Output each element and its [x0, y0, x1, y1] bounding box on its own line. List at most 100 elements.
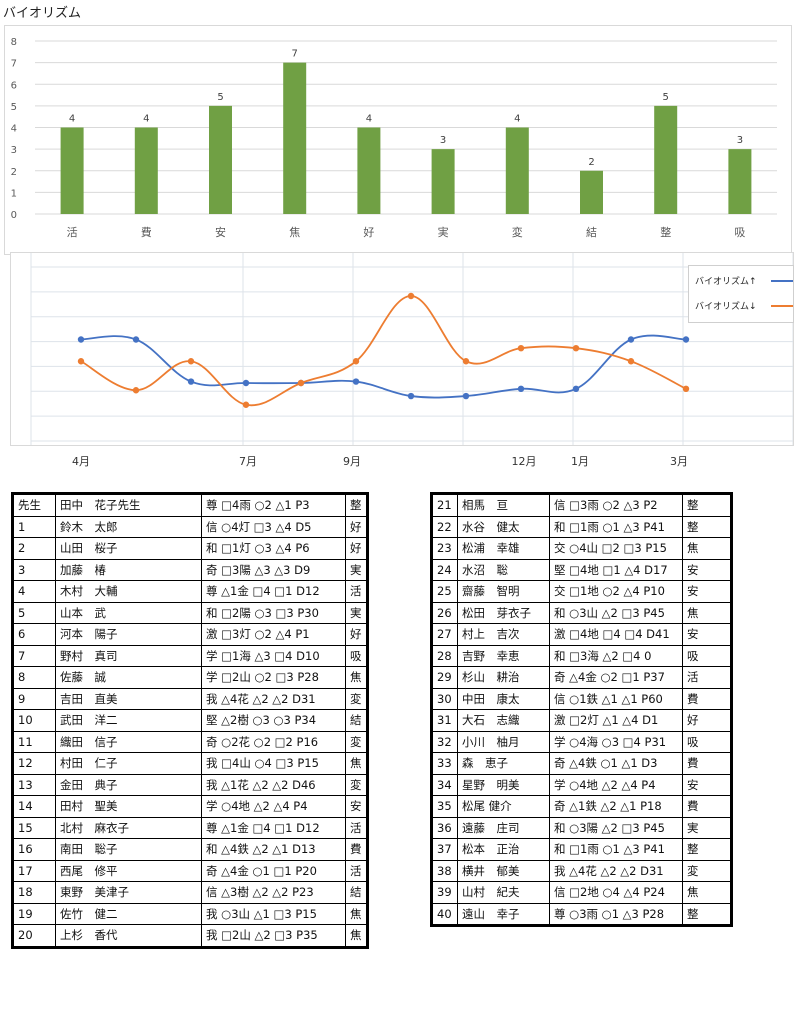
- code-cell: 奇 △4金 ○2 □1 P37: [549, 666, 683, 689]
- number-cell: 34: [431, 773, 458, 796]
- number-cell: 19: [12, 902, 56, 925]
- type-cell: 変: [345, 730, 368, 753]
- type-cell: 実: [345, 558, 368, 581]
- number-cell: 39: [431, 881, 458, 904]
- series-point-down: [407, 292, 415, 300]
- bar-y-tick-label: 5: [11, 102, 17, 113]
- type-cell: 吸: [682, 730, 732, 753]
- series-point-down: [572, 345, 580, 352]
- name-cell: 田村 聖美: [55, 795, 202, 818]
- bar-category-label: 焦: [289, 226, 300, 239]
- bar-y-tick-label: 3: [11, 145, 17, 156]
- bar-chart-panel[interactable]: 0 1 2 3 4 5 6 7 8 4 活 4 費 5 安 7 焦 4 好 3 実 4 変 2 結 5 整 3 吸: [4, 25, 792, 255]
- table-row: 1 鈴木 太郎信 ○4灯 □3 △4 D5 好: [12, 515, 368, 538]
- type-cell: 整: [682, 493, 732, 517]
- code-cell: 和 ○3陽 △2 □3 P45: [549, 816, 683, 839]
- bar-category-label: 結: [586, 225, 597, 239]
- table-row: 33 森 恵子奇 △4鉄 ○1 △1 D3 費: [431, 752, 732, 775]
- bar-data-label: 2: [588, 157, 594, 168]
- line-x-tick-label: 3月: [670, 455, 688, 468]
- code-cell: 奇 □3陽 △3 △3 D9: [201, 558, 346, 581]
- series-point-up: [187, 378, 195, 385]
- name-cell: 松田 芽衣子: [457, 601, 550, 624]
- code-cell: 堅 □4地 □1 △4 D17: [549, 558, 683, 581]
- code-cell: 信 △3樹 △2 △2 P23: [201, 881, 346, 904]
- bar-y-tick-label: 8: [11, 37, 17, 48]
- bar: [283, 62, 307, 214]
- code-cell: 交 ○4山 □2 □3 P15: [549, 537, 683, 560]
- table-row: 31 大石 志織激 □2灯 △1 △4 D1 好: [431, 709, 732, 732]
- legend-label-up: バイオリズム↑: [695, 277, 757, 287]
- table-row: 14 田村 聖美学 ○4地 △2 △4 P4 安: [12, 795, 368, 818]
- code-cell: 尊 □4雨 ○2 △1 P3: [201, 493, 346, 517]
- name-cell: 遠藤 庄司: [457, 816, 550, 839]
- table-row: 16 南田 聡子和 △4鉄 △2 △1 D13 費: [12, 838, 368, 861]
- code-cell: 和 □3海 △2 □4 0: [549, 644, 683, 667]
- number-cell: 18: [12, 881, 56, 904]
- chart-legend: バイオリズム↑ バイオリズム↓: [688, 265, 794, 323]
- type-cell: 費: [682, 687, 732, 710]
- table-row: 4 木村 大輔尊 △1金 □4 □1 D12 活: [12, 580, 368, 603]
- series-point-up: [77, 336, 85, 343]
- roster-table-right: 21 相馬 亘信 □3雨 ○2 △3 P2 整 22 水谷 健太和 □1雨 ○1 △3 …: [430, 492, 733, 927]
- name-cell: 中田 康太: [457, 687, 550, 710]
- type-cell: 費: [682, 795, 732, 818]
- table-row: 39 山村 紀夫信 □2地 ○4 △4 P24 焦: [431, 881, 732, 904]
- name-cell: 金田 典子: [55, 773, 202, 796]
- number-cell: 32: [431, 730, 458, 753]
- code-cell: 奇 △1鉄 △2 △1 P18: [549, 795, 683, 818]
- code-cell: 奇 ○2花 ○2 □2 P16: [201, 730, 346, 753]
- name-cell: 武田 洋二: [55, 709, 202, 732]
- number-cell: 14: [12, 795, 56, 818]
- line-chart-panel[interactable]: [10, 252, 794, 446]
- bar: [134, 127, 158, 214]
- type-cell: 活: [345, 580, 368, 603]
- type-cell: 好: [345, 623, 368, 646]
- line-x-tick-label: 1月: [571, 455, 589, 468]
- number-cell: 21: [431, 493, 458, 517]
- code-cell: 堅 △2樹 ○3 ○3 P34: [201, 709, 346, 732]
- name-cell: 杉山 耕治: [457, 666, 550, 689]
- type-cell: 活: [345, 859, 368, 882]
- type-cell: 焦: [682, 601, 732, 624]
- series-point-up: [132, 336, 140, 343]
- number-cell: 16: [12, 838, 56, 861]
- type-cell: 好: [345, 537, 368, 560]
- code-cell: 交 □1地 ○2 △4 P10: [549, 580, 683, 603]
- code-cell: 和 △4鉄 △2 △1 D13: [201, 838, 346, 861]
- code-cell: 我 △4花 △2 △2 D31: [549, 859, 683, 882]
- table-row: 32 小川 柚月学 ○4海 ○3 □4 P31 吸: [431, 730, 732, 753]
- bar-y-tick-label: 4: [11, 124, 17, 135]
- number-cell: 24: [431, 558, 458, 581]
- table-row: 23 松浦 幸雄交 ○4山 □2 □3 P15 焦: [431, 537, 732, 560]
- bar-data-label: 3: [737, 135, 743, 146]
- table-row: 38 横井 郁美我 △4花 △2 △2 D31 変: [431, 859, 732, 882]
- bar-category-label: 活: [67, 226, 78, 239]
- type-cell: 整: [345, 493, 368, 517]
- name-cell: 東野 美津子: [55, 881, 202, 904]
- name-cell: 河本 陽子: [55, 623, 202, 646]
- code-cell: 奇 △4鉄 ○1 △1 D3: [549, 752, 683, 775]
- number-cell: 33: [431, 752, 458, 775]
- number-cell: 4: [12, 580, 56, 603]
- type-cell: 費: [345, 838, 368, 861]
- table-row: 10 武田 洋二堅 △2樹 ○3 ○3 P34 結: [12, 709, 368, 732]
- code-cell: 和 □1雨 ○1 △3 P41: [549, 838, 683, 861]
- name-cell: 水沼 聡: [457, 558, 550, 581]
- name-cell: 水谷 健太: [457, 515, 550, 538]
- bar-y-tick-label: 7: [11, 59, 17, 70]
- series-point-down: [462, 358, 470, 365]
- code-cell: 尊 △1金 □4 □1 D12: [201, 816, 346, 839]
- table-row: 27 村上 吉次激 □4地 □4 □4 D41 安: [431, 623, 732, 646]
- code-cell: 信 ○4灯 □3 △4 D5: [201, 515, 346, 538]
- line-chart: [30, 253, 794, 445]
- type-cell: 整: [682, 902, 732, 926]
- type-cell: 吸: [682, 644, 732, 667]
- type-cell: 好: [682, 709, 732, 732]
- name-cell: 野村 真司: [55, 644, 202, 667]
- table-row: 36 遠藤 庄司和 ○3陽 △2 □3 P45 実: [431, 816, 732, 839]
- number-cell: 30: [431, 687, 458, 710]
- number-cell: 5: [12, 601, 56, 624]
- number-cell: 9: [12, 687, 56, 710]
- code-cell: 学 □1海 △3 □4 D10: [201, 644, 346, 667]
